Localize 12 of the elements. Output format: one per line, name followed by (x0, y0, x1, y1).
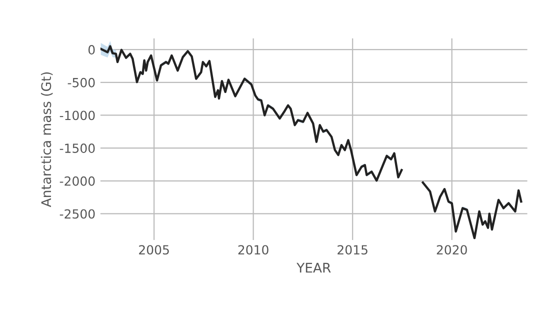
x-tick-label: 2015 (338, 245, 368, 255)
x-tick-label: 2010 (238, 245, 268, 255)
x-axis-title: YEAR (296, 262, 331, 273)
y-tick-label: -500 (68, 78, 95, 88)
y-axis-title: Antarctica mass (Gt) (40, 72, 53, 208)
y-tick-label: -1500 (60, 144, 95, 153)
y-tick-label: -2000 (60, 176, 95, 186)
x-tick-label: 2005 (139, 245, 169, 255)
y-tick-label: -1000 (60, 110, 95, 120)
y-tick-label: -2500 (60, 209, 95, 219)
x-tick-label: 2020 (436, 245, 467, 255)
y-tick-label: 0 (88, 45, 95, 54)
